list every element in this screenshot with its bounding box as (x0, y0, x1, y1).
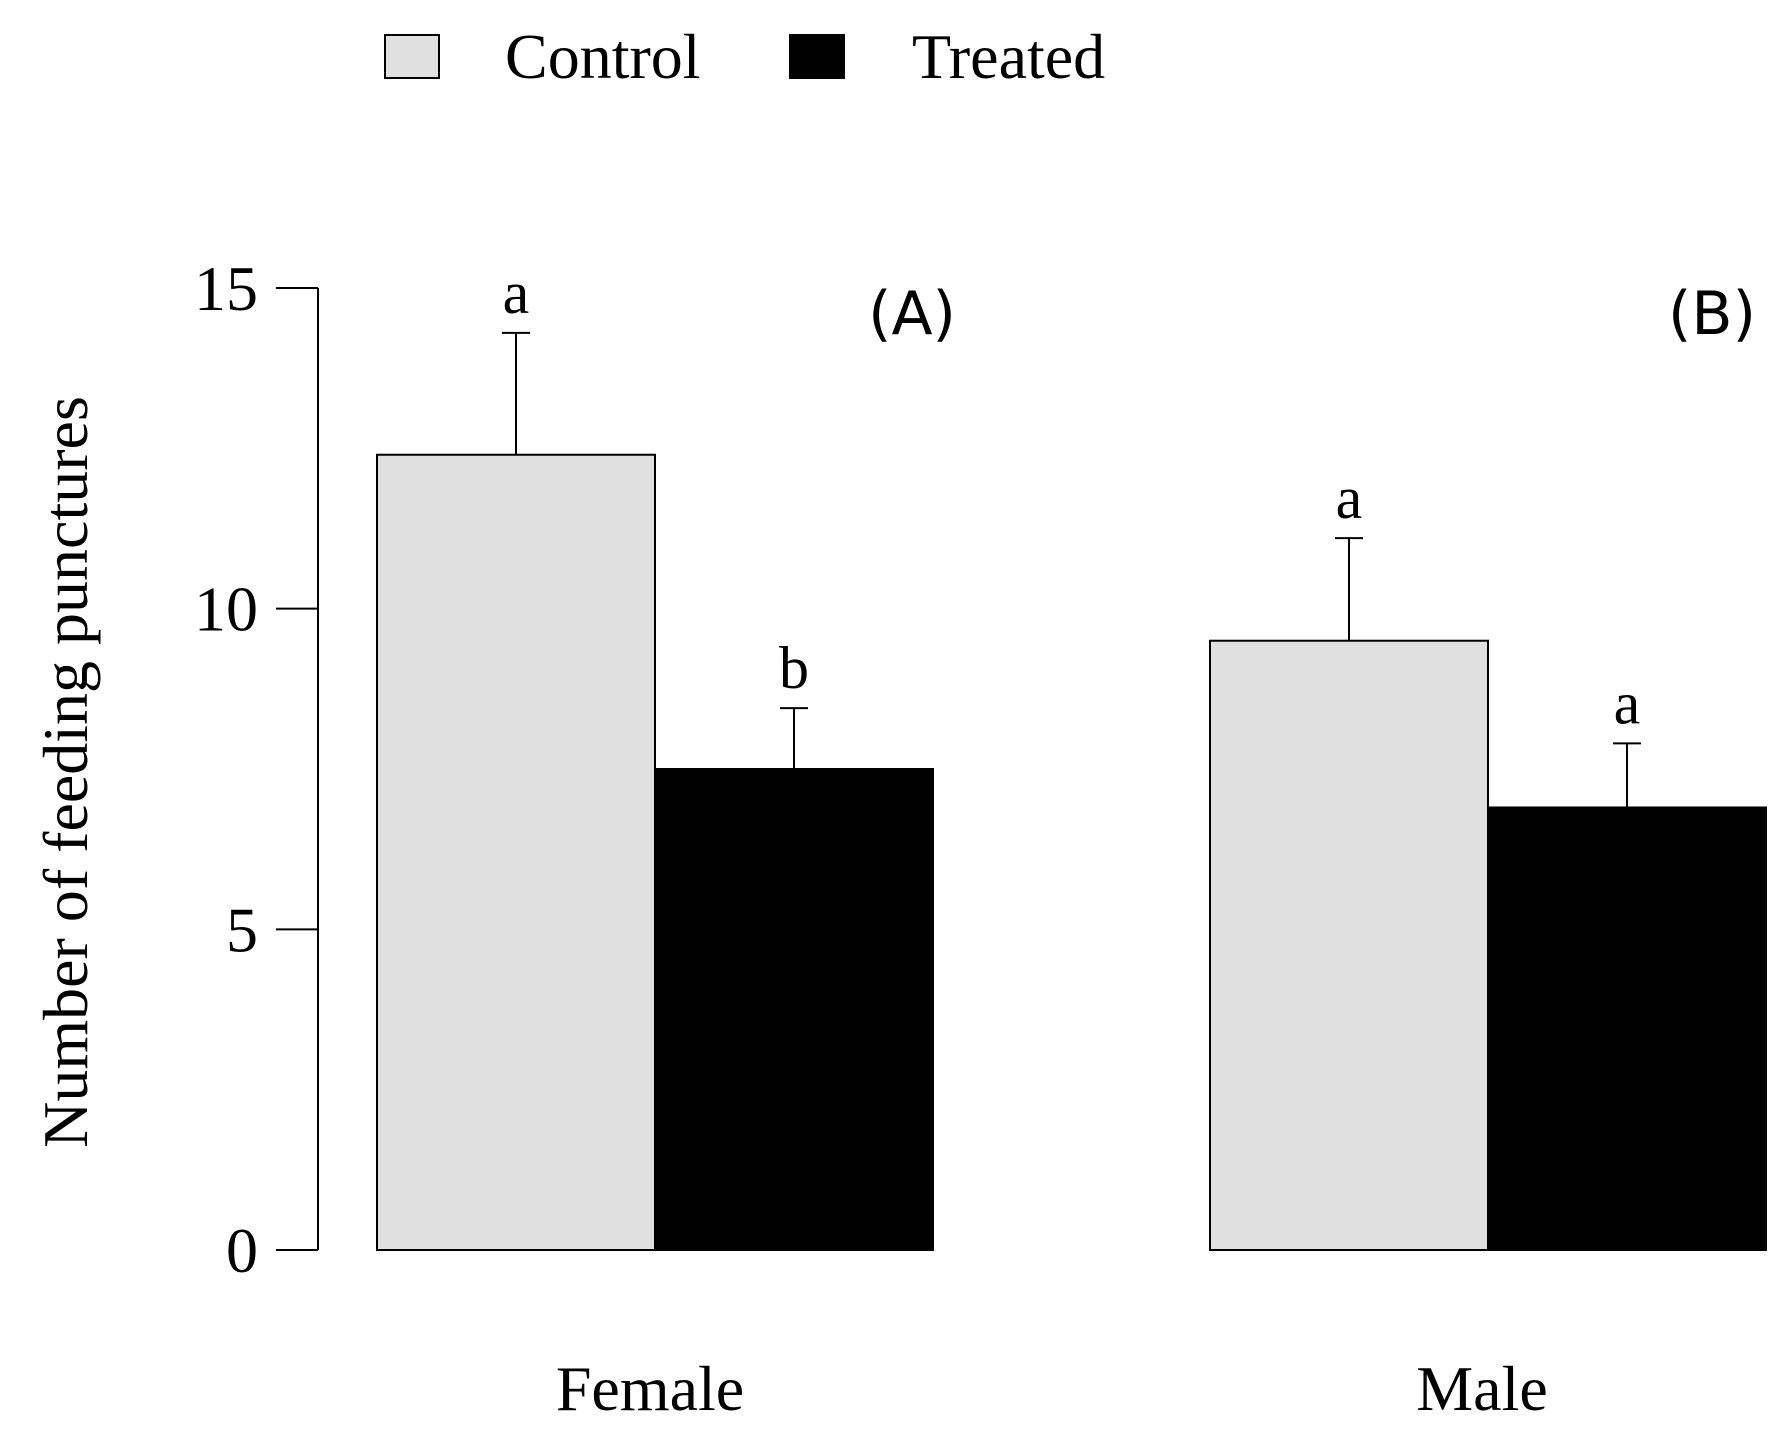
significance-letter-male-control: a (1336, 465, 1363, 531)
legend-swatch-treated (789, 34, 845, 79)
legend-label-control: Control (505, 21, 701, 92)
y-tick-label-0: 0 (226, 1215, 258, 1286)
panel-label-a: (A) (868, 279, 956, 349)
legend-swatch-control (384, 34, 440, 79)
bar-female-treated (654, 768, 934, 1251)
bar-male-control (1209, 639, 1489, 1251)
significance-letter-female-control: a (503, 260, 530, 326)
y-tick-label-10: 10 (194, 574, 258, 645)
bar-male-treated (1487, 806, 1767, 1251)
significance-letter-female-treated: b (779, 635, 809, 701)
y-tick-label-5: 5 (226, 894, 258, 965)
y-axis-label: Number of feeding punctures (30, 396, 101, 1148)
panel-label-b: (B) (1668, 279, 1756, 349)
y-tick-label-15: 15 (194, 253, 258, 324)
legend: Control Treated (384, 21, 1105, 92)
x-category-label-female: Female (556, 1353, 744, 1424)
significance-letter-male-treated: a (1614, 670, 1641, 736)
bar-female-control (376, 453, 656, 1252)
bars: a b a a (376, 260, 1767, 1252)
x-category-label-male: Male (1416, 1353, 1548, 1424)
y-axis: 0 5 10 15 (194, 253, 319, 1286)
legend-label-treated: Treated (912, 21, 1105, 92)
